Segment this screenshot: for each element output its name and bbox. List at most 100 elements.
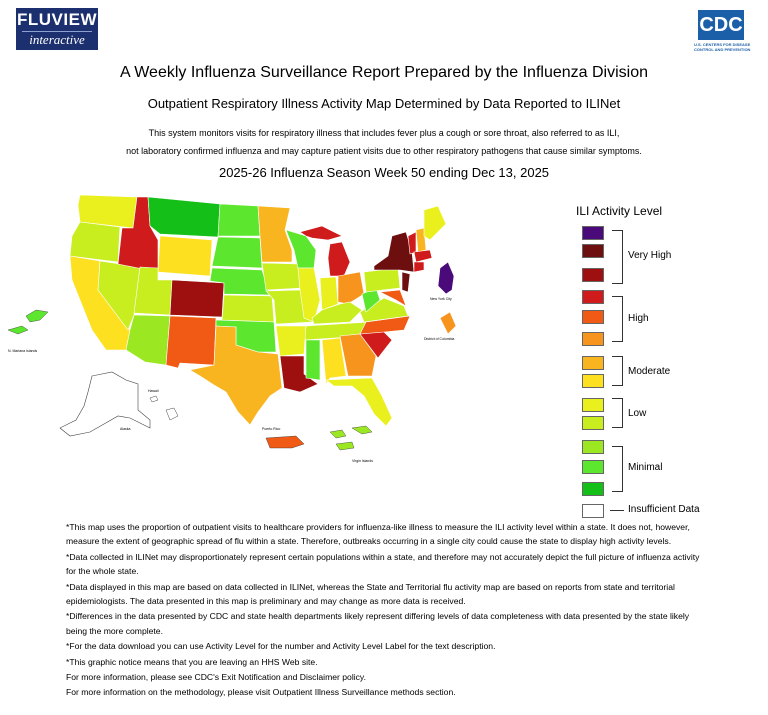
legend-bracket-low xyxy=(612,398,623,428)
legend-swatch xyxy=(582,244,604,258)
us-ili-map: New York City District of Columbia N. Ma… xyxy=(7,194,457,463)
territory-guam[interactable] xyxy=(7,325,29,335)
state-hawaii xyxy=(149,395,159,403)
legend-line-insufficient xyxy=(610,510,624,511)
label-guam: N. Mariana Islands xyxy=(8,349,37,353)
state-south-dakota[interactable] xyxy=(211,236,263,269)
region-new-york-city[interactable] xyxy=(437,261,455,295)
label-district-of-columbia: District of Columbia xyxy=(424,337,454,341)
state-kansas[interactable] xyxy=(221,294,275,323)
state-utah[interactable] xyxy=(133,266,173,316)
footnote-1: *This map uses the proportion of outpati… xyxy=(66,522,690,547)
footnote-2: *Data collected in ILINet may disproport… xyxy=(66,551,700,577)
legend-swatch xyxy=(582,226,604,240)
state-maine[interactable] xyxy=(423,205,447,241)
state-georgia[interactable] xyxy=(339,333,377,377)
cdc-logo-box: CDC xyxy=(698,10,744,40)
label-hawaii: Hawaii xyxy=(148,389,159,393)
legend-swatch xyxy=(582,374,604,388)
legend-title: ILI Activity Level xyxy=(576,204,663,218)
state-alaska xyxy=(59,371,151,437)
territory-virgin-islands[interactable] xyxy=(329,429,347,439)
description-line-2: not laboratory confirmed influenza and m… xyxy=(126,146,642,156)
cdc-logo[interactable]: CDC U.S. CENTERS FOR DISEASE CONTROL AND… xyxy=(694,10,750,56)
footnotes: *This map uses the proportion of outpati… xyxy=(66,520,706,701)
label-alaska: Alaska xyxy=(120,427,131,431)
legend-swatch xyxy=(582,332,604,346)
legend-label-minimal: Minimal xyxy=(628,462,663,473)
state-alabama[interactable] xyxy=(321,337,347,385)
state-missouri[interactable] xyxy=(265,289,313,325)
legend-swatch xyxy=(582,398,604,412)
footnote-6: *This graphic notice means that you are … xyxy=(66,656,318,667)
legend-swatch xyxy=(582,356,604,370)
region-district-of-columbia[interactable] xyxy=(439,311,457,335)
state-connecticut[interactable] xyxy=(413,261,425,273)
cdc-logo-subtext: U.S. CENTERS FOR DISEASE CONTROL AND PRE… xyxy=(694,42,751,52)
state-washington[interactable] xyxy=(77,194,138,229)
legend-bracket-high xyxy=(612,296,623,342)
legend-swatch xyxy=(582,460,604,474)
state-north-dakota[interactable] xyxy=(217,203,261,237)
state-arizona[interactable] xyxy=(125,314,171,366)
state-pennsylvania[interactable] xyxy=(363,267,401,293)
legend-label-very-high: Very High xyxy=(628,250,672,261)
state-florida[interactable] xyxy=(325,377,393,427)
legend-bracket-minimal xyxy=(612,446,623,492)
footnote-7: For more information, please see CDC's E… xyxy=(66,672,366,683)
legend-swatch xyxy=(582,268,604,282)
legend-bracket-moderate xyxy=(612,356,623,386)
state-montana[interactable] xyxy=(147,196,221,238)
state-ohio[interactable] xyxy=(337,271,365,305)
footnote-8: For more information on the methodology,… xyxy=(66,687,456,698)
state-new-hampshire[interactable] xyxy=(415,227,427,253)
state-oregon[interactable] xyxy=(69,221,121,263)
legend-swatch xyxy=(582,482,604,496)
fluview-logo-subtext: interactive xyxy=(22,31,92,47)
state-texas[interactable] xyxy=(189,325,283,426)
map-description: This system monitors visits for respirat… xyxy=(0,124,768,160)
legend-swatch xyxy=(582,290,604,304)
description-line-1: This system monitors visits for respirat… xyxy=(148,128,620,138)
state-maryland[interactable] xyxy=(378,289,407,307)
state-mississippi[interactable] xyxy=(305,339,321,381)
territory-virgin-islands-2[interactable] xyxy=(351,425,373,435)
state-minnesota[interactable] xyxy=(257,205,293,263)
territory-virgin-islands-3[interactable] xyxy=(335,441,355,451)
state-kentucky[interactable] xyxy=(311,301,363,325)
legend-bracket-very-high xyxy=(612,230,623,284)
legend-swatch xyxy=(582,440,604,454)
footnote-5: *For the data download you can use Activ… xyxy=(66,641,496,652)
report-title: A Weekly Influenza Surveillance Report P… xyxy=(120,64,648,81)
legend-swatch-insufficient xyxy=(582,504,604,518)
state-iowa[interactable] xyxy=(261,262,303,291)
legend-swatch xyxy=(582,310,604,324)
state-hawaii-big-island xyxy=(165,407,179,421)
footnote-3: *Data displayed in this map are based on… xyxy=(66,581,675,607)
legend-label-low: Low xyxy=(628,408,647,419)
legend-swatch xyxy=(582,416,604,430)
footnote-4: *Differences in the data presented by CD… xyxy=(66,611,690,636)
label-puerto-rico: Puerto Rico xyxy=(262,427,280,431)
state-massachusetts[interactable] xyxy=(413,249,433,263)
legend-label-insufficient: Insufficient Data xyxy=(628,504,700,515)
territory-n-mariana-islands[interactable] xyxy=(25,309,49,323)
fluview-logo-text: FLUVIEW xyxy=(17,10,97,29)
state-colorado[interactable] xyxy=(169,279,225,318)
state-new-jersey[interactable] xyxy=(401,271,411,293)
state-new-mexico[interactable] xyxy=(165,315,217,369)
map-subtitle: Outpatient Respiratory Illness Activity … xyxy=(147,96,621,111)
season-title: 2025-26 Influenza Season Week 50 ending … xyxy=(218,165,550,180)
label-virgin-islands: Virgin Islands xyxy=(352,459,373,463)
state-arkansas[interactable] xyxy=(275,325,307,357)
state-indiana[interactable] xyxy=(319,276,339,311)
legend-label-moderate: Moderate xyxy=(628,366,671,377)
label-new-york-city: New York City xyxy=(430,297,452,301)
state-michigan[interactable] xyxy=(299,225,343,241)
state-nebraska[interactable] xyxy=(209,267,271,296)
state-louisiana[interactable] xyxy=(279,355,319,393)
state-wyoming[interactable] xyxy=(157,235,213,277)
state-michigan-lower[interactable] xyxy=(327,241,351,277)
fluview-logo[interactable]: FLUVIEW interactive xyxy=(16,8,98,50)
territory-puerto-rico[interactable] xyxy=(265,435,305,449)
